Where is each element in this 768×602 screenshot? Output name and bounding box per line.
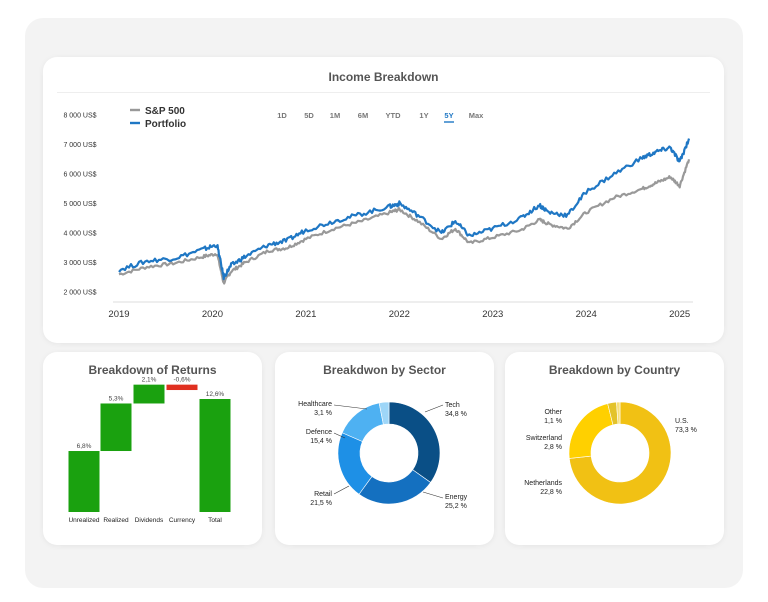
returns-breakdown-card: Breakdown of Returns 6,8% Unrealized 5,3% R… [43, 352, 262, 545]
sector-breakdown-title: Breakdwon by Sector [323, 363, 446, 377]
legend-label-sp500: S&P 500 [145, 106, 185, 117]
bar-value-label: 5,3% [109, 395, 124, 402]
y-tick-label: 5 000 US$ [63, 201, 96, 208]
slice-us [568, 401, 672, 505]
x-tick-label: 2022 [389, 309, 410, 320]
y-tick-label: 8 000 US$ [63, 113, 96, 120]
y-tick-label: 6 000 US$ [63, 172, 96, 179]
slice-name-label: Switzerland [526, 435, 562, 442]
x-tick-label: 2021 [295, 309, 316, 320]
slice-value-label: 2,8 % [544, 444, 562, 451]
category-label: Total [208, 517, 222, 524]
slice-value-label: 34,8 % [445, 411, 467, 418]
slice-value-label: 15,4 % [310, 438, 332, 445]
slice-other [616, 401, 621, 425]
leader-line [333, 404, 368, 410]
y-tick-label: 4 000 US$ [63, 231, 96, 238]
leader-line [333, 485, 350, 495]
range-button-1m[interactable]: 1M [330, 111, 340, 120]
slice-value-label: 1,1 % [544, 418, 562, 425]
bar-currency [166, 384, 198, 391]
range-button-ytd[interactable]: YTD [386, 111, 402, 120]
bar-value-label: 2,1% [142, 377, 157, 384]
slice-name-label: Energy [445, 494, 468, 501]
slice-value-label: 25,2 % [445, 503, 467, 510]
slice-name-label: Other [544, 409, 562, 416]
range-button-6m[interactable]: 6M [358, 111, 368, 120]
slice-healthcare [378, 401, 390, 425]
bar-realized [100, 403, 132, 452]
category-label: Realized [103, 517, 129, 524]
x-tick-label: 2023 [482, 309, 503, 320]
leader-line [424, 404, 444, 413]
returns-breakdown-title: Breakdown of Returns [88, 363, 217, 377]
x-tick-label: 2020 [202, 309, 223, 320]
bar-value-label: 12,6% [206, 391, 225, 398]
bar-unrealized [68, 451, 100, 512]
slice-name-label: Healthcare [298, 401, 332, 408]
range-button-max[interactable]: Max [469, 111, 484, 120]
country-breakdown-title: Breakdown by Country [548, 363, 681, 377]
category-label: Unrealized [68, 517, 99, 524]
sector-breakdown-card: Breakdwon by Sector Tech 34,8 % Energy 25,2… [275, 352, 494, 545]
bar-value-label: -0,6% [174, 377, 191, 384]
series-line-portfolio [118, 138, 691, 281]
slice-name-label: U.S. [675, 418, 689, 425]
income-breakdown-title: Income Breakdown [328, 70, 439, 84]
series-line-sp500 [118, 159, 691, 285]
sector-donut-chart: Tech 34,8 % Energy 25,2 % Retail 21,5 % Defenc… [298, 401, 468, 510]
legend-label-portfolio: Portfolio [145, 119, 186, 130]
income-line-chart: 2 000 US$ 3 000 US$ 4 000 US$ 5 000 US$ 6 00… [63, 106, 693, 320]
slice-name-label: Tech [445, 402, 460, 409]
slice-name-label: Defence [306, 429, 332, 436]
y-tick-label: 2 000 US$ [63, 290, 96, 297]
country-breakdown-card: Breakdown by Country U.S. 73,3 % Netherlan… [505, 352, 724, 545]
slice-tech [388, 401, 441, 483]
y-tick-label: 3 000 US$ [63, 260, 96, 267]
range-button-5d[interactable]: 5D [304, 111, 314, 120]
slice-value-label: 22,8 % [540, 489, 562, 496]
category-label: Currency [169, 517, 196, 524]
x-tick-label: 2019 [108, 309, 129, 320]
slice-name-label: Netherlands [524, 480, 562, 487]
title-divider [57, 92, 710, 93]
x-tick-label: 2024 [576, 309, 597, 320]
leader-line [422, 491, 444, 499]
bar-total [199, 399, 231, 512]
slice-value-label: 21,5 % [310, 500, 332, 507]
x-tick-label: 2025 [669, 309, 690, 320]
y-tick-label: 7 000 US$ [63, 142, 96, 149]
range-button-1y[interactable]: 1Y [419, 111, 428, 120]
slice-name-label: Retail [314, 491, 332, 498]
bar-dividends [133, 384, 165, 404]
slice-netherlands [568, 403, 614, 459]
range-button-1d[interactable]: 1D [277, 111, 287, 120]
income-breakdown-card: Income Breakdown 2 000 US$ 3 000 US$ 4 000… [43, 57, 724, 343]
bar-value-label: 6,8% [77, 443, 92, 450]
category-label: Dividends [135, 517, 164, 524]
country-donut-chart: U.S. 73,3 % Netherlands 22,8 % Switzerland 2,… [524, 401, 697, 505]
range-button-5y[interactable]: 5Y [444, 111, 453, 120]
leader-line [333, 432, 346, 439]
slice-value-label: 73,3 % [675, 427, 697, 434]
slice-value-label: 3,1 % [314, 410, 332, 417]
returns-waterfall-chart: 6,8% Unrealized 5,3% Realized 2,1% Dividends -… [68, 377, 231, 524]
